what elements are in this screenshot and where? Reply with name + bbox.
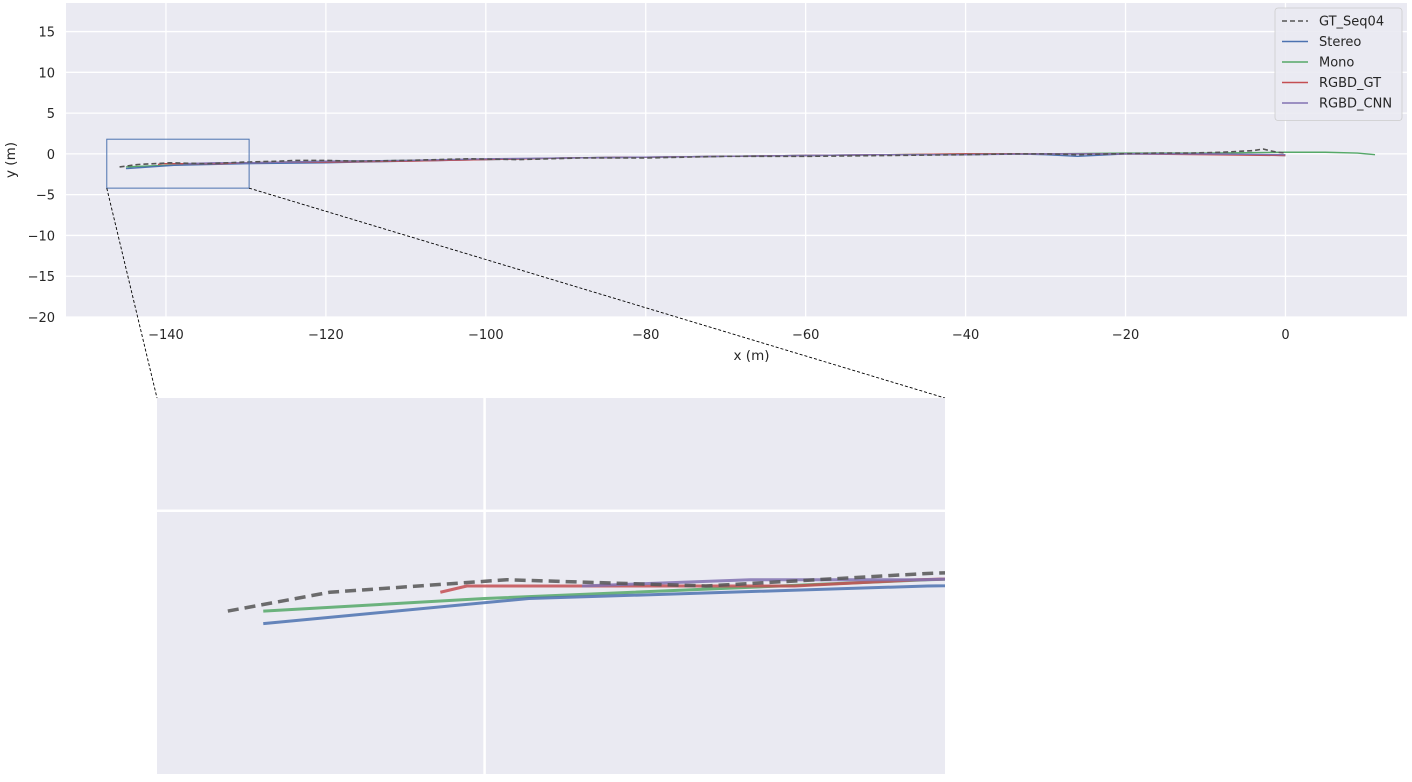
legend-label: RGBD_GT bbox=[1319, 76, 1381, 91]
y-tick-label: 15 bbox=[38, 26, 55, 41]
legend-label: GT_Seq04 bbox=[1319, 15, 1384, 30]
zoom-inset bbox=[157, 398, 945, 774]
zoom-connector-line bbox=[106, 188, 158, 399]
x-tick-label: −80 bbox=[632, 328, 659, 343]
x-tick-label: 0 bbox=[1281, 328, 1289, 343]
legend: GT_Seq04 Stereo Mono RGBD_GT RGBD_CNN bbox=[1274, 7, 1403, 121]
legend-label: RGBD_CNN bbox=[1319, 97, 1392, 112]
x-tick-label: −140 bbox=[148, 328, 184, 343]
y-tick-label: 10 bbox=[38, 66, 55, 81]
x-tick-label: −100 bbox=[468, 328, 504, 343]
zoom-series-line-rgbd-gt bbox=[439, 577, 945, 594]
y-tick-label: −10 bbox=[28, 229, 55, 244]
y-tick-label: −5 bbox=[36, 189, 55, 204]
series-group bbox=[119, 148, 1376, 170]
plot-background bbox=[66, 3, 1407, 317]
y-tick-label: −15 bbox=[28, 270, 55, 285]
legend-label: Mono bbox=[1319, 56, 1354, 71]
y-tick-label: −20 bbox=[28, 311, 55, 326]
y-axis-label: y (m) bbox=[3, 142, 19, 178]
x-tick-label: −40 bbox=[952, 328, 979, 343]
zoom-layer bbox=[106, 138, 946, 774]
x-tick-label: −120 bbox=[308, 328, 344, 343]
x-tick-label: −20 bbox=[1112, 328, 1139, 343]
x-axis-label: x (m) bbox=[734, 348, 770, 364]
legend-label: Stereo bbox=[1319, 35, 1361, 50]
grid-lines bbox=[66, 3, 1407, 318]
zoom-connector-line bbox=[248, 187, 946, 399]
main-axes: −140 −120 −100 −80 −60 −40 −20 0 15 10 5 0 −5 −10 −15 −… bbox=[3, 3, 1407, 364]
y-tick-label: 0 bbox=[47, 148, 55, 163]
zoom-region-box bbox=[106, 138, 250, 189]
x-tick-label: −60 bbox=[792, 328, 819, 343]
y-tick-label: 5 bbox=[47, 107, 55, 122]
legend-box bbox=[1274, 7, 1403, 121]
